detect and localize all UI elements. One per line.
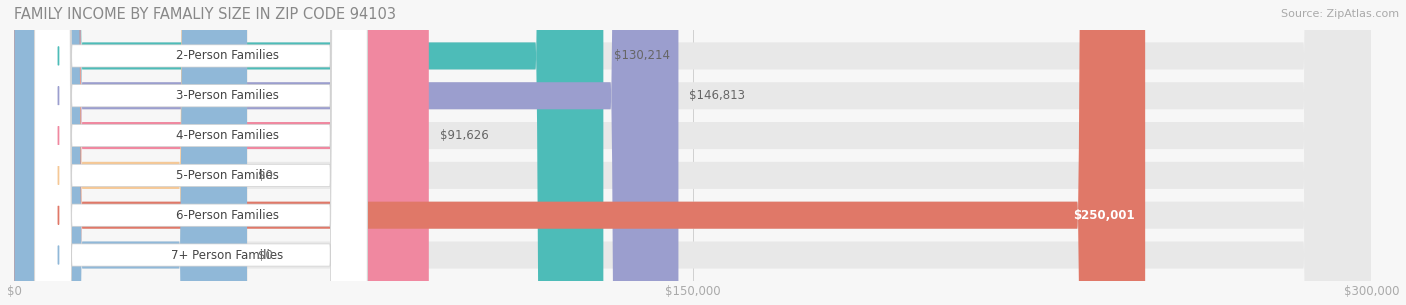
Text: $91,626: $91,626 — [440, 129, 488, 142]
FancyBboxPatch shape — [14, 0, 1371, 305]
FancyBboxPatch shape — [14, 0, 603, 305]
Text: Source: ZipAtlas.com: Source: ZipAtlas.com — [1281, 9, 1399, 19]
FancyBboxPatch shape — [14, 0, 679, 305]
Text: $0: $0 — [257, 169, 273, 182]
FancyBboxPatch shape — [14, 0, 1371, 305]
FancyBboxPatch shape — [14, 0, 1371, 305]
Text: FAMILY INCOME BY FAMALIY SIZE IN ZIP CODE 94103: FAMILY INCOME BY FAMALIY SIZE IN ZIP COD… — [14, 7, 396, 22]
FancyBboxPatch shape — [35, 0, 367, 305]
FancyBboxPatch shape — [14, 0, 1371, 305]
Text: 4-Person Families: 4-Person Families — [176, 129, 278, 142]
FancyBboxPatch shape — [35, 0, 367, 305]
Text: $130,214: $130,214 — [614, 49, 671, 63]
FancyBboxPatch shape — [14, 0, 1371, 305]
FancyBboxPatch shape — [14, 0, 1144, 305]
Text: $146,813: $146,813 — [689, 89, 745, 102]
Text: 6-Person Families: 6-Person Families — [176, 209, 278, 222]
Text: $0: $0 — [257, 249, 273, 261]
FancyBboxPatch shape — [14, 0, 247, 305]
Text: 5-Person Families: 5-Person Families — [176, 169, 278, 182]
FancyBboxPatch shape — [35, 0, 367, 305]
Text: 7+ Person Families: 7+ Person Families — [172, 249, 284, 261]
FancyBboxPatch shape — [35, 0, 367, 305]
Text: $250,001: $250,001 — [1073, 209, 1135, 222]
Text: 2-Person Families: 2-Person Families — [176, 49, 278, 63]
FancyBboxPatch shape — [14, 0, 429, 305]
FancyBboxPatch shape — [35, 0, 367, 305]
FancyBboxPatch shape — [14, 0, 1371, 305]
FancyBboxPatch shape — [35, 0, 367, 305]
Text: 3-Person Families: 3-Person Families — [176, 89, 278, 102]
FancyBboxPatch shape — [14, 0, 247, 305]
